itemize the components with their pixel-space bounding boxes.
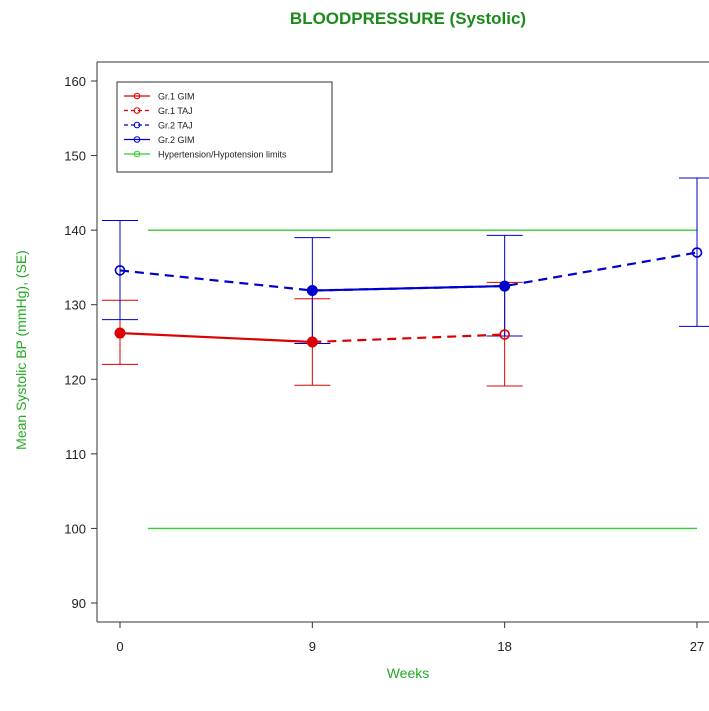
series-line xyxy=(312,284,505,292)
error-bars-layer xyxy=(102,177,709,387)
series-line xyxy=(119,331,313,344)
legend-entry-label: Gr.2 TAJ xyxy=(158,121,193,131)
legend-swatch-marker xyxy=(133,150,141,158)
legend: Gr.1 GIM Gr.1 TAJ Gr.2 TAJ Gr.2 GIM Hyperten… xyxy=(116,81,333,173)
chart-title: BLOODPRESSURE (Systolic) xyxy=(290,9,526,28)
y-tick-label: 110 xyxy=(65,447,86,462)
data-point xyxy=(114,327,126,339)
y-tick-label: 90 xyxy=(72,596,86,611)
data-point xyxy=(499,280,511,292)
legend-swatch-marker xyxy=(133,92,141,100)
series-lines-layer xyxy=(119,251,698,344)
data-point xyxy=(306,285,318,297)
y-tick-label: 120 xyxy=(64,372,86,387)
legend-entry-label: Gr.2 GIM xyxy=(158,135,195,145)
x-axis-label: Weeks xyxy=(387,665,430,681)
y-tick-label: 140 xyxy=(64,223,86,238)
y-tick-label: 100 xyxy=(64,521,86,536)
limit-lines-layer xyxy=(148,229,697,530)
x-tick-label: 18 xyxy=(497,639,511,654)
legend-entry-label: Hypertension/Hypotension limits xyxy=(158,150,287,160)
legend-entry-label: Gr.1 TAJ xyxy=(158,106,193,116)
series-line xyxy=(312,333,505,344)
series-line xyxy=(119,251,698,292)
x-tick-label: 9 xyxy=(309,639,316,654)
legend-swatch-marker xyxy=(133,107,141,114)
y-tick-label: 150 xyxy=(64,149,86,164)
y-tick-label: 130 xyxy=(64,298,86,313)
data-point xyxy=(691,247,703,258)
x-tick-label: 27 xyxy=(690,639,704,654)
data-point xyxy=(114,265,126,276)
legend-entry-label: Gr.1 GIM xyxy=(158,92,195,102)
points-layer xyxy=(114,247,703,348)
y-axis-label: Mean Systolic BP (mmHg), (SE) xyxy=(13,250,29,450)
legend-swatch-marker xyxy=(133,121,141,129)
legend-box xyxy=(116,81,333,173)
ticks-layer: 90 100 110 120 130 140 150 160 0 9 18 27 xyxy=(64,74,704,654)
x-tick-label: 0 xyxy=(116,639,123,654)
data-point xyxy=(499,329,510,340)
data-point xyxy=(307,336,318,348)
legend-swatch-marker xyxy=(133,136,141,143)
y-tick-label: 160 xyxy=(64,74,86,89)
